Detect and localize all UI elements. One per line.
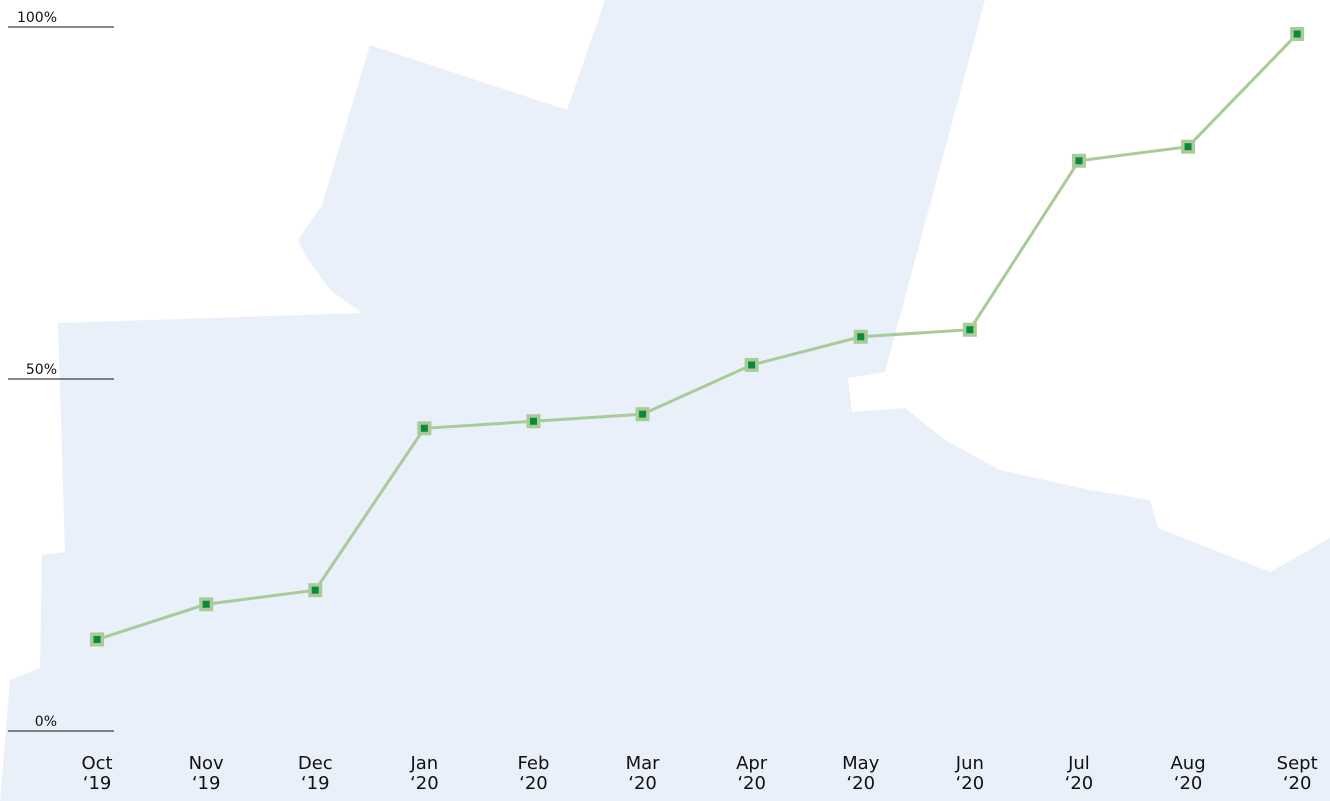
x-tick-label: Jan ‘20 <box>410 753 439 794</box>
marker-core <box>1184 143 1192 151</box>
x-tick-label: Feb ‘20 <box>517 753 550 794</box>
x-tick-label: Mar ‘20 <box>625 753 660 794</box>
x-tick-label: Aug ‘20 <box>1170 753 1206 794</box>
line <box>96 32 1299 641</box>
x-tick-label: Dec ‘19 <box>297 753 333 794</box>
marker-core <box>420 424 428 432</box>
marker-core <box>639 410 647 418</box>
marker-core <box>966 326 974 334</box>
marker-core <box>311 586 319 594</box>
y-tick-label: 50% <box>26 362 57 378</box>
x-tick-label: Jun ‘20 <box>955 753 985 794</box>
x-tick-label: Sept ‘20 <box>1276 753 1318 794</box>
y-tick-label: 0% <box>35 714 57 730</box>
marker-core <box>202 600 210 608</box>
y-tick-label: 100% <box>17 10 57 26</box>
x-tick-label: Oct ‘19 <box>81 753 113 794</box>
marker-core <box>748 361 756 369</box>
x-tick-label: Apr ‘20 <box>736 753 768 794</box>
marker-core <box>857 333 865 341</box>
marker-core <box>93 635 101 643</box>
marker-core <box>529 417 537 425</box>
marker-core <box>1075 157 1083 165</box>
x-tick-label: Nov ‘19 <box>188 753 224 794</box>
x-tick-label: May ‘20 <box>842 753 880 794</box>
x-tick-label: Jul ‘20 <box>1064 753 1094 794</box>
marker-core <box>1293 30 1301 38</box>
